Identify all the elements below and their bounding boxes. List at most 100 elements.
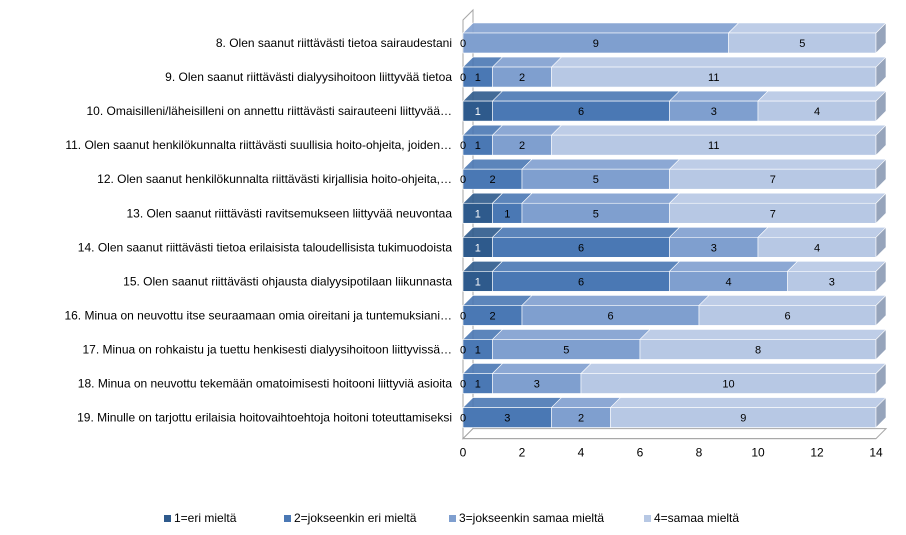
bar-top-face [609, 397, 887, 408]
bar-top-face [491, 261, 681, 272]
legend-swatch [449, 515, 456, 522]
bar-value-label: 7 [770, 174, 776, 186]
category-labels: 8. Olen saanut riittävästi tietoa sairau… [64, 36, 452, 425]
bar-segment: 3 [462, 397, 563, 428]
bar-value-label: 1 [475, 72, 481, 84]
bar-top-face [550, 124, 887, 136]
bar-value-label: 3 [534, 379, 540, 391]
bar-value-label: 2 [489, 310, 495, 322]
legend: 1=eri mieltä 2=jokseenkin eri mieltä 3=jok… [164, 511, 739, 525]
bar-value-label: 1 [475, 140, 481, 152]
bar-top-face [668, 192, 887, 204]
category-label: 17. Minua on rohkaistu ja tuettu henkise… [82, 342, 452, 356]
bar-value-label: 5 [799, 38, 805, 50]
legend-label: 1=eri mieltä [174, 511, 237, 525]
bar-top-face [786, 261, 887, 272]
x-tick-label: 8 [696, 446, 703, 460]
x-tick-label: 14 [869, 446, 883, 460]
bar-value-label: 3 [504, 413, 510, 425]
bar-value-label: 1 [475, 106, 481, 118]
zero-value-label: 0 [460, 310, 466, 322]
zero-value-label: 0 [460, 379, 466, 391]
bar-top-face [521, 158, 681, 170]
bar-top-face [491, 124, 563, 136]
bar-segment: 6 [491, 261, 681, 292]
bar-value-label: 1 [475, 208, 481, 220]
bar-top-face [757, 90, 887, 102]
bar-value-label: 4 [725, 276, 731, 288]
bar-value-label: 6 [784, 310, 790, 322]
bar-segment: 6 [491, 227, 681, 258]
legend-item: 4=samaa mieltä [644, 511, 739, 525]
category-label: 19. Minulle on tarjottu erilaisia hoitov… [77, 411, 452, 425]
bar-top-face [491, 363, 592, 374]
bar-segment: 3 [491, 363, 592, 394]
bar-value-label: 6 [578, 276, 584, 288]
bar-value-label: 7 [770, 208, 776, 220]
bar-side-face [875, 56, 887, 88]
bar-value-label: 9 [740, 413, 746, 425]
bar-side-face [875, 226, 887, 259]
bar-value-label: 11 [708, 140, 719, 152]
bar-top-face [757, 227, 887, 238]
bar-segment: 6 [698, 295, 887, 326]
bar-side-face [875, 328, 887, 361]
bar-top-face [668, 261, 799, 272]
bar-segment: 1 [462, 363, 504, 394]
bar-side-face [875, 192, 887, 224]
bar-top-face [727, 22, 887, 34]
bar-segment: 6 [521, 295, 710, 326]
category-label: 10. Omaisilleni/läheisilleni on annettu … [86, 104, 452, 118]
legend-item: 2=jokseenkin eri mieltä [284, 511, 417, 525]
bar-segment: 5 [727, 22, 887, 54]
legend-item: 1=eri mieltä [164, 511, 237, 525]
zero-value-label: 0 [460, 38, 466, 50]
bar-segment: 5 [521, 192, 681, 224]
category-label: 13. Olen saanut riittävästi ravitsemukse… [126, 206, 452, 220]
bar-top-face [462, 295, 533, 306]
legend-swatch [164, 515, 171, 522]
legend-label: 3=jokseenkin samaa mieltä [459, 511, 604, 525]
bar-value-label: 2 [519, 72, 525, 84]
bar-value-label: 5 [593, 174, 599, 186]
category-label: 11. Olen saanut henkilökunnalta riittävä… [65, 138, 452, 152]
bar-segment: 2 [491, 124, 563, 156]
bar-segment: 11 [550, 56, 887, 88]
bar-value-label: 1 [504, 208, 510, 220]
bar-segment: 1 [462, 90, 504, 122]
bar-side-face [875, 90, 887, 122]
bar-segment: 11 [550, 124, 887, 156]
bar-value-label: 2 [489, 174, 495, 186]
bar-segment: 2 [462, 158, 533, 190]
bar-value-label: 6 [578, 242, 584, 254]
bar-segment: 3 [668, 90, 769, 122]
bar-segment: 6 [491, 90, 681, 122]
bar-segment: 4 [757, 90, 887, 122]
bar-value-label: 2 [519, 140, 525, 152]
bar-top-face [639, 329, 887, 340]
x-tick-label: 2 [519, 446, 526, 460]
bar-top-face [521, 192, 681, 204]
x-tick-label: 6 [637, 446, 644, 460]
bar-side-face [875, 362, 887, 395]
x-tick-label: 4 [578, 446, 585, 460]
bar-top-face [491, 56, 563, 68]
bar-value-label: 5 [563, 344, 569, 356]
bar-top-face [698, 295, 887, 306]
bar-value-label: 3 [711, 242, 717, 254]
bar-side-face [875, 260, 887, 293]
bar-value-label: 6 [578, 106, 584, 118]
zero-value-label: 0 [460, 344, 466, 356]
bar-segment: 1 [462, 227, 504, 258]
bar-segment: 1 [462, 261, 504, 292]
bar-value-label: 3 [711, 106, 717, 118]
bar-value-label: 2 [578, 413, 584, 425]
bar-value-label: 11 [708, 72, 719, 84]
legend-swatch [284, 515, 291, 522]
zero-value-label: 0 [460, 413, 466, 425]
x-tick-label: 0 [460, 446, 467, 460]
bar-top-face [462, 397, 563, 408]
bar-top-face [521, 295, 710, 306]
